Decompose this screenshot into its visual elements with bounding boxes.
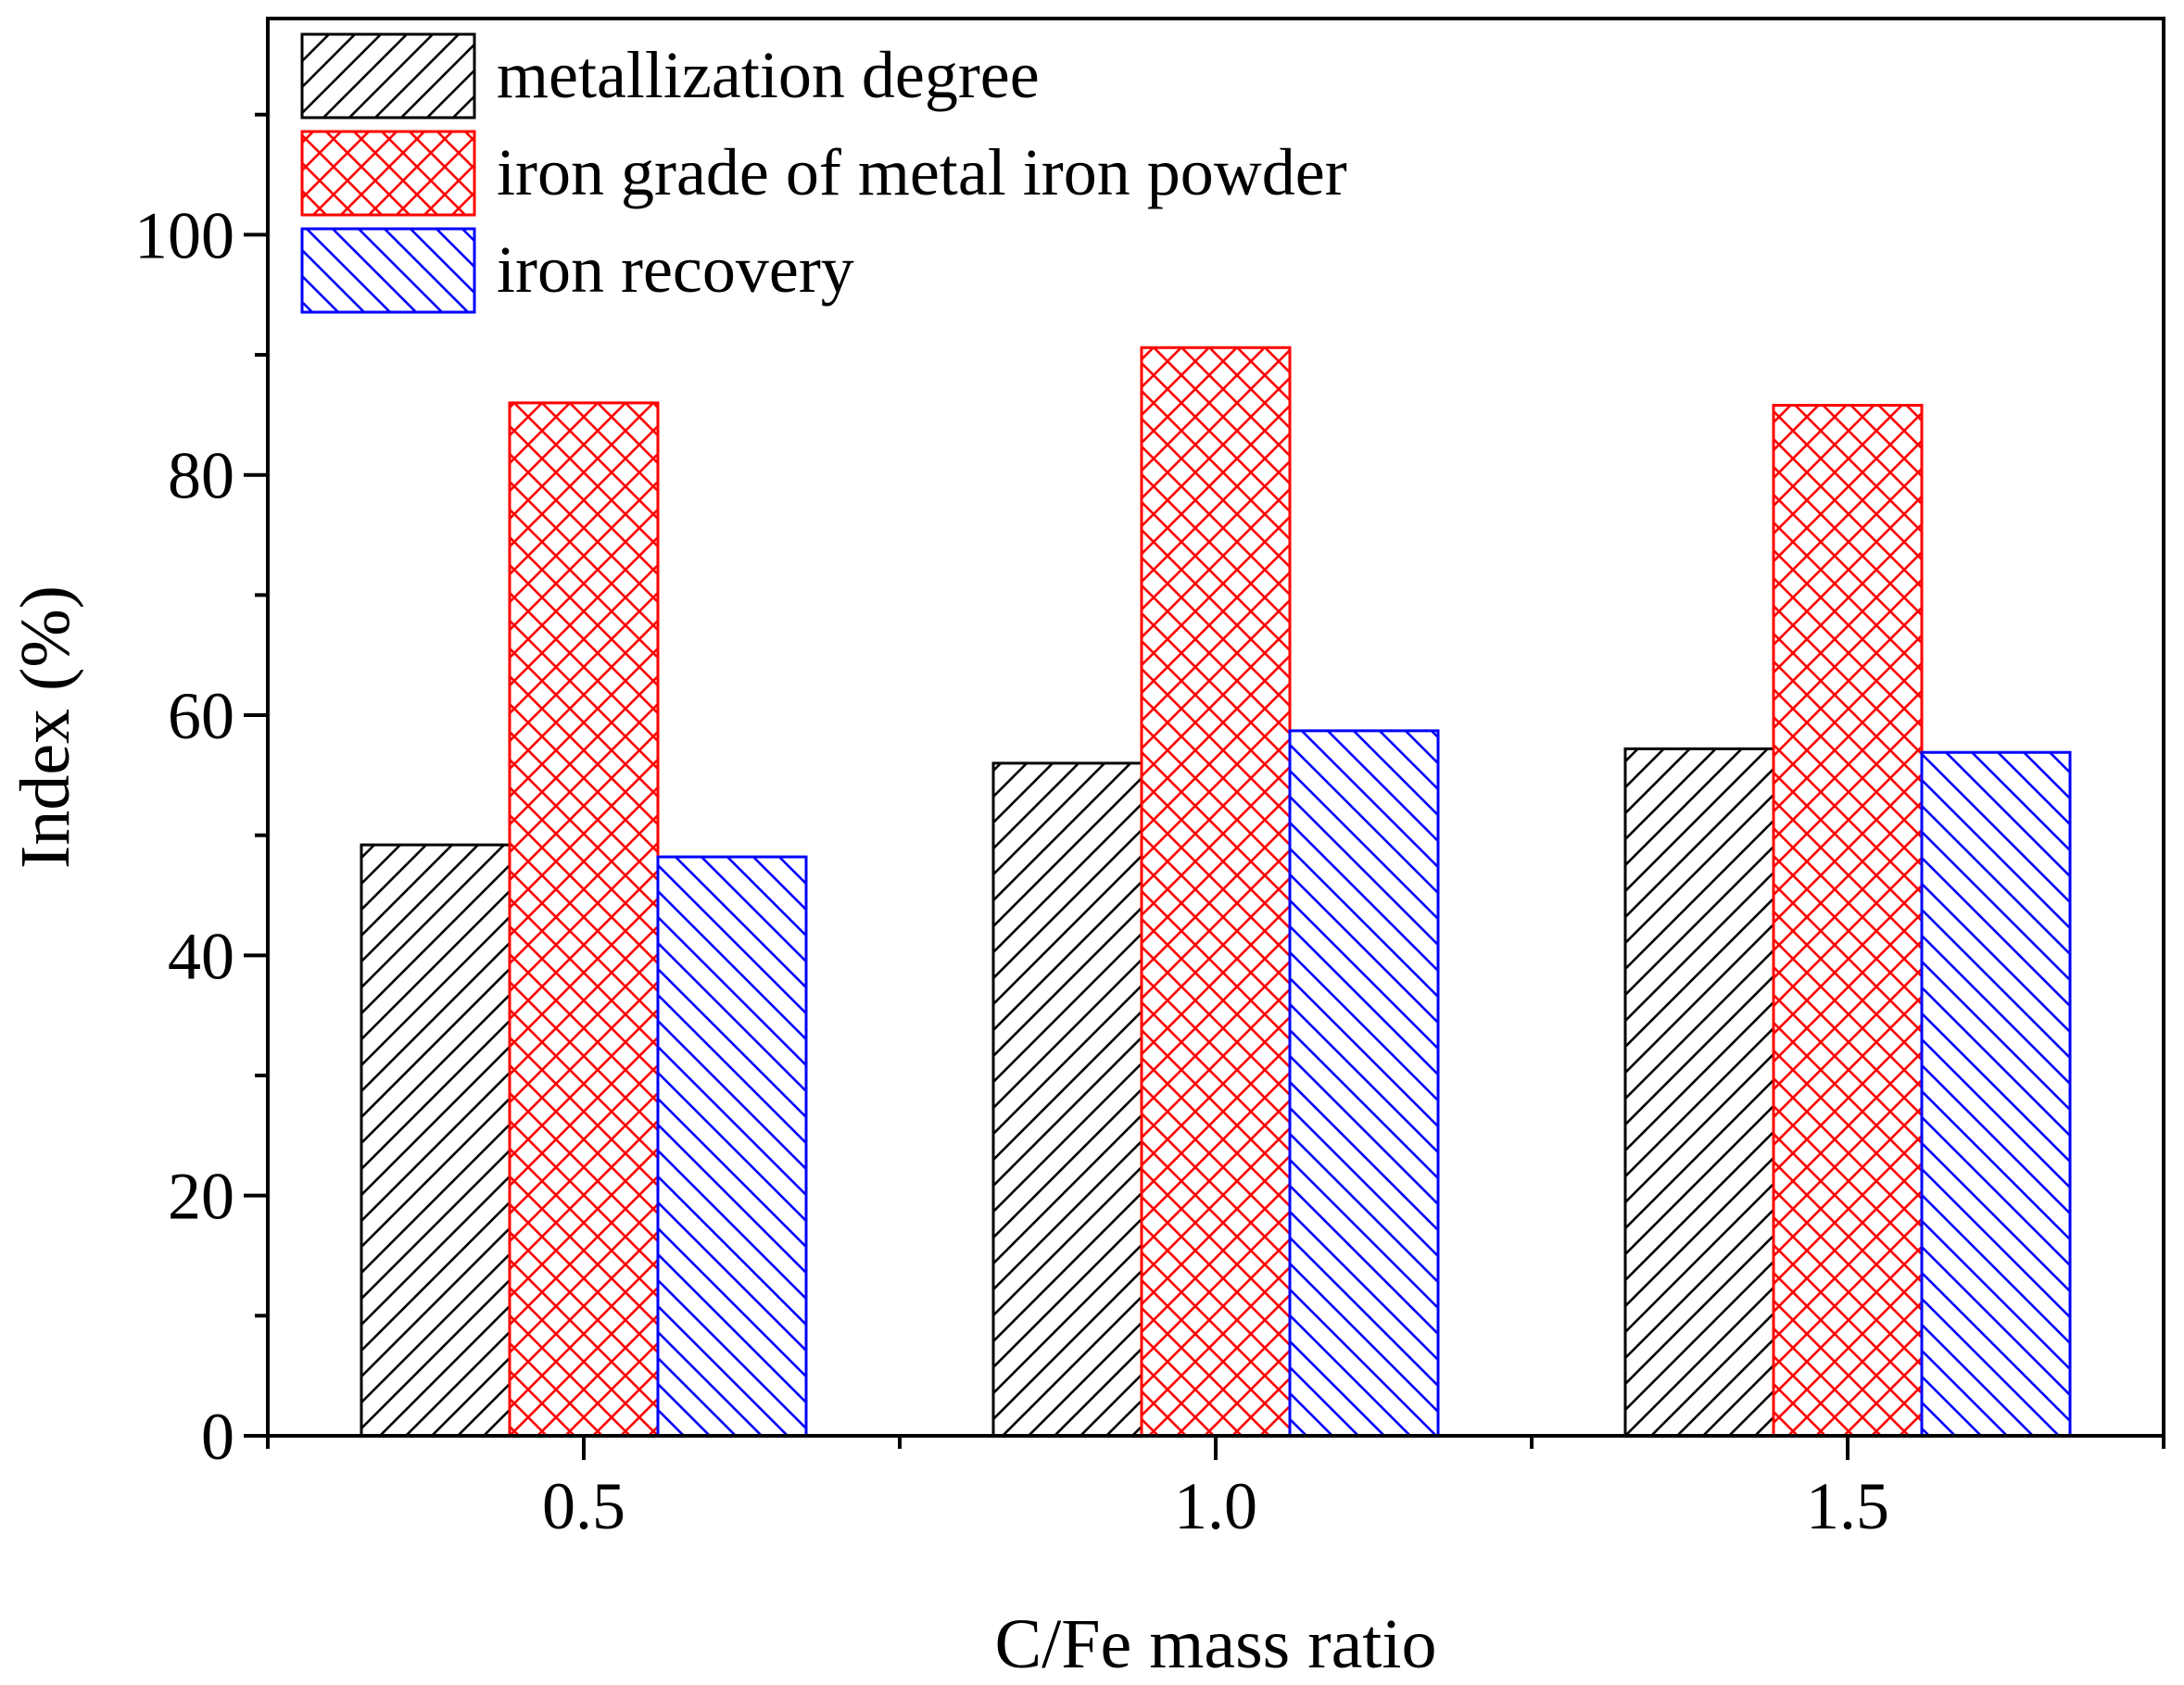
legend: metallization degree iron grade of metal … xyxy=(300,32,1347,314)
legend-label-1: metallization degree xyxy=(497,38,1040,112)
y-axis: 0 20 40 60 80 100 xyxy=(134,112,268,1474)
y-tick-label: 0 xyxy=(201,1400,234,1474)
y-tick-label: 80 xyxy=(168,439,234,513)
bar-3-1.0 xyxy=(1288,729,1440,1438)
x-axis: 0.5 1.0 1.5 xyxy=(266,1436,2165,1543)
x-tick-label: 0.5 xyxy=(542,1469,625,1543)
y-tick-label: 40 xyxy=(168,919,234,993)
bar-2-1.0 xyxy=(1140,346,1292,1438)
bar-3-1.5 xyxy=(1920,750,2072,1438)
legend-label-2: iron grade of metal iron powder xyxy=(497,135,1347,209)
legend-label-3: iron recovery xyxy=(497,233,854,307)
bar-2-0.5 xyxy=(508,401,660,1438)
y-axis-label: Index (%) xyxy=(6,585,84,869)
bar-1-1.0 xyxy=(991,761,1143,1438)
bar-3-0.5 xyxy=(656,855,808,1438)
legend-swatch-1 xyxy=(300,32,476,119)
bar-2-1.5 xyxy=(1772,404,1924,1438)
y-tick-label: 20 xyxy=(168,1160,234,1234)
x-tick-label: 1.0 xyxy=(1174,1469,1257,1543)
bars-layer xyxy=(360,346,2072,1438)
legend-swatch-3 xyxy=(300,227,476,314)
x-axis-label: C/Fe mass ratio xyxy=(994,1605,1436,1683)
bar-1-1.5 xyxy=(1623,747,1775,1438)
bar-1-0.5 xyxy=(360,843,511,1438)
y-tick-label: 60 xyxy=(168,679,234,753)
x-tick-label: 1.5 xyxy=(1806,1469,1889,1543)
y-tick-label: 100 xyxy=(134,198,234,272)
legend-swatch-2 xyxy=(300,130,476,217)
